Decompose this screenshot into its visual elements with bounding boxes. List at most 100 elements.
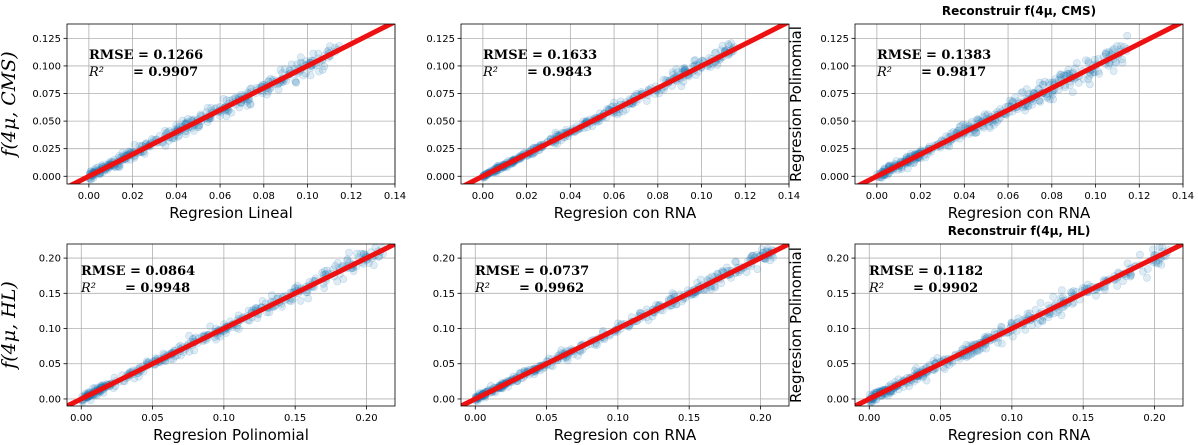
scatter-point [981, 110, 989, 119]
scatter-point [1028, 321, 1037, 329]
scatter-point [1057, 311, 1066, 320]
scatter-point [299, 71, 308, 80]
scatter-point [320, 62, 329, 71]
y-axis-label: f(4μ, CMS) [0, 51, 20, 158]
scatter-point [235, 103, 244, 112]
subplot-4: 0.00 0.05 0.10 0.15 0.20 0.00 0.05 0.10 0.15 0.20… [0, 243, 396, 444]
scatter-point [1108, 46, 1117, 55]
scatter-point [246, 100, 254, 108]
scatter-point [1021, 325, 1030, 334]
x-tick-label: 0.14 [1172, 191, 1194, 202]
scatter-point [1067, 288, 1075, 297]
scatter-point [1044, 313, 1053, 322]
scatter-point [1069, 287, 1078, 296]
scatter-point [219, 95, 228, 103]
y-tick-label: 0.075 [820, 89, 849, 100]
scatter-point [1109, 67, 1118, 75]
scatter-point [679, 77, 688, 86]
x-tick-label: 0.14 [384, 191, 406, 202]
y-tick-label: 0.100 [820, 61, 849, 72]
x-tick-label: 0.15 [1072, 413, 1094, 424]
scatter-point [222, 96, 231, 105]
scatter-point [1084, 75, 1093, 83]
scatter-point [747, 251, 756, 260]
scatter-point [727, 39, 736, 47]
scatter-point [1044, 78, 1053, 87]
rmse-annotation: RMSE = 0.0864 [81, 264, 195, 279]
x-tick-label: 0.00 [472, 191, 494, 202]
scatter-point [1085, 72, 1094, 80]
scatter-point [323, 266, 332, 275]
scatter-point [1056, 70, 1065, 79]
y-tick-label: 0.050 [32, 117, 61, 128]
scatter-point [1014, 314, 1023, 323]
scatter-point [1123, 259, 1132, 268]
scatter-point [320, 284, 329, 293]
y-tick-label: 0.050 [820, 117, 849, 128]
scatter-point [318, 65, 327, 74]
scatter-point [1095, 69, 1104, 78]
scatter-point [258, 297, 267, 305]
scatter-point [1043, 93, 1052, 102]
x-tick-label: 0.00 [70, 413, 92, 424]
rmse-annotation: RMSE = 0.0737 [475, 264, 589, 279]
scatter-point [1057, 70, 1066, 79]
scatter-point [972, 128, 981, 137]
scatter-point [304, 294, 313, 303]
scatter-point [326, 42, 334, 51]
scatter-point [993, 338, 1002, 347]
x-axis-label: Regresion con RNA [948, 426, 1091, 444]
x-tick-label: 0.00 [78, 191, 100, 202]
scatter-point [333, 259, 342, 267]
scatter-point [679, 64, 688, 73]
scatter-point [343, 256, 352, 265]
y-tick-label: 0.15 [827, 289, 849, 300]
x-tick-label: 0.10 [1084, 191, 1106, 202]
scatter-point [551, 128, 560, 137]
x-tick-label: 0.12 [340, 191, 362, 202]
scatter-point [1084, 57, 1093, 66]
scatter-point [315, 67, 323, 76]
r2-annotation: = 0.9948 [125, 281, 190, 296]
scatter-point [1090, 55, 1099, 64]
y-tick-label: 0.15 [39, 289, 61, 300]
scatter-point [1017, 89, 1026, 98]
scatter-point [955, 122, 964, 131]
scatter-point [1112, 58, 1120, 67]
scatter-point [1035, 78, 1044, 87]
scatter-point [320, 266, 329, 275]
scatter-point [1064, 66, 1073, 74]
scatter-point [1051, 75, 1060, 83]
scatter-point [905, 382, 913, 391]
scatter-point [672, 65, 681, 74]
scatter-point [172, 121, 181, 130]
r2-annotation: = 0.9817 [921, 65, 986, 80]
x-tick-label: 0.10 [296, 191, 318, 202]
scatter-point [956, 121, 965, 130]
x-tick-label: 0.10 [1001, 413, 1023, 424]
scatter-point [1136, 250, 1144, 259]
axes-frame [854, 23, 1184, 185]
scatter-point [563, 356, 572, 364]
scatter-point [1079, 75, 1088, 84]
scatter-point [1116, 42, 1125, 50]
scatter-point [644, 316, 653, 325]
scatter-point [1040, 77, 1049, 86]
scatter-point [203, 103, 212, 112]
scatter-point [130, 140, 139, 149]
x-tick-label: 0.14 [778, 191, 800, 202]
y-tick-label: 0.100 [32, 61, 61, 72]
scatter-point [190, 126, 198, 135]
scatter-point [1072, 59, 1081, 67]
scatter-point [1036, 299, 1045, 307]
y-tick-label: 0.10 [827, 324, 849, 335]
x-axis-label: Regresion con RNA [554, 426, 697, 444]
scatter-point [1083, 280, 1092, 289]
scatter-point [990, 121, 998, 129]
x-tick-label: 0.00 [858, 413, 880, 424]
scatter-point [1011, 93, 1019, 102]
scatter-point [1138, 267, 1147, 276]
scatter-point [185, 331, 193, 340]
axes-frame [854, 243, 1184, 407]
scatter-point [1024, 102, 1033, 111]
